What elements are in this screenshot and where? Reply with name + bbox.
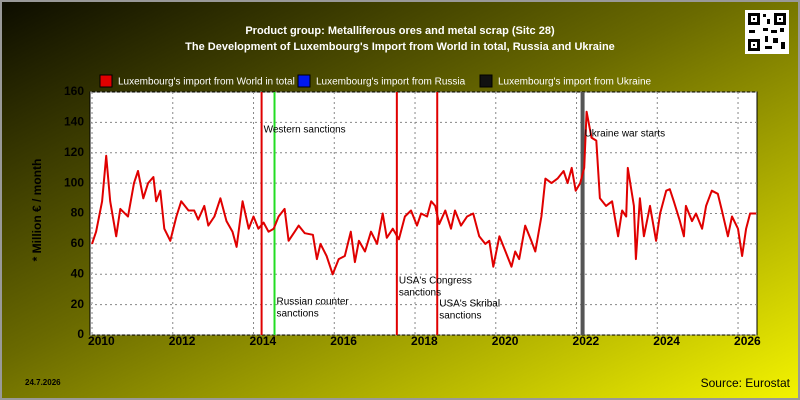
y-tick-label: 140 bbox=[64, 115, 84, 129]
y-tick-label: 100 bbox=[64, 175, 84, 189]
x-tick-label: 2026 bbox=[734, 334, 761, 348]
event-label: USA's Congress bbox=[399, 276, 472, 287]
event-label: Western sanctions bbox=[264, 125, 346, 136]
legend-label: Luxembourg's import from World in total bbox=[118, 77, 295, 88]
legend-swatch bbox=[99, 74, 113, 88]
legend-label: Luxembourg's import from Ukraine bbox=[498, 77, 652, 88]
event-label: USA's Skribal bbox=[439, 299, 500, 310]
event-label: Russian counter bbox=[277, 297, 350, 308]
x-tick-label: 2010 bbox=[88, 334, 115, 348]
source: Source: Eurostat bbox=[701, 376, 791, 390]
chart-title: Product group: Metalliferous ores and me… bbox=[245, 25, 555, 37]
legend-swatch bbox=[479, 74, 493, 88]
y-tick-label: 120 bbox=[64, 145, 84, 159]
x-tick-label: 2014 bbox=[250, 334, 277, 348]
x-tick-label: 2022 bbox=[573, 334, 600, 348]
chart-title: The Development of Luxembourg's Import f… bbox=[185, 41, 615, 53]
event-label: sanctions bbox=[277, 309, 319, 320]
x-tick-label: 2024 bbox=[653, 334, 680, 348]
x-tick-label: 2018 bbox=[411, 334, 438, 348]
y-axis-label: * Million € / month bbox=[30, 159, 44, 262]
y-tick-label: 60 bbox=[71, 236, 85, 250]
series-line bbox=[91, 110, 757, 276]
y-tick-label: 80 bbox=[71, 206, 85, 220]
event-label: Ukraine war starts bbox=[585, 129, 666, 140]
y-tick-label: 160 bbox=[64, 84, 84, 98]
legend-label: Luxembourg's import from Russia bbox=[316, 77, 466, 88]
date: 24.7.2026 bbox=[25, 378, 61, 387]
x-tick-label: 2016 bbox=[330, 334, 357, 348]
y-tick-label: 20 bbox=[71, 297, 85, 311]
y-tick-label: 40 bbox=[71, 266, 85, 280]
y-tick-label: 0 bbox=[77, 327, 84, 341]
x-tick-label: 2012 bbox=[169, 334, 196, 348]
legend-swatch bbox=[297, 74, 311, 88]
event-label: sanctions bbox=[399, 288, 441, 299]
qr-code bbox=[745, 10, 789, 54]
x-tick-label: 2020 bbox=[492, 334, 519, 348]
event-label: sanctions bbox=[439, 311, 481, 322]
